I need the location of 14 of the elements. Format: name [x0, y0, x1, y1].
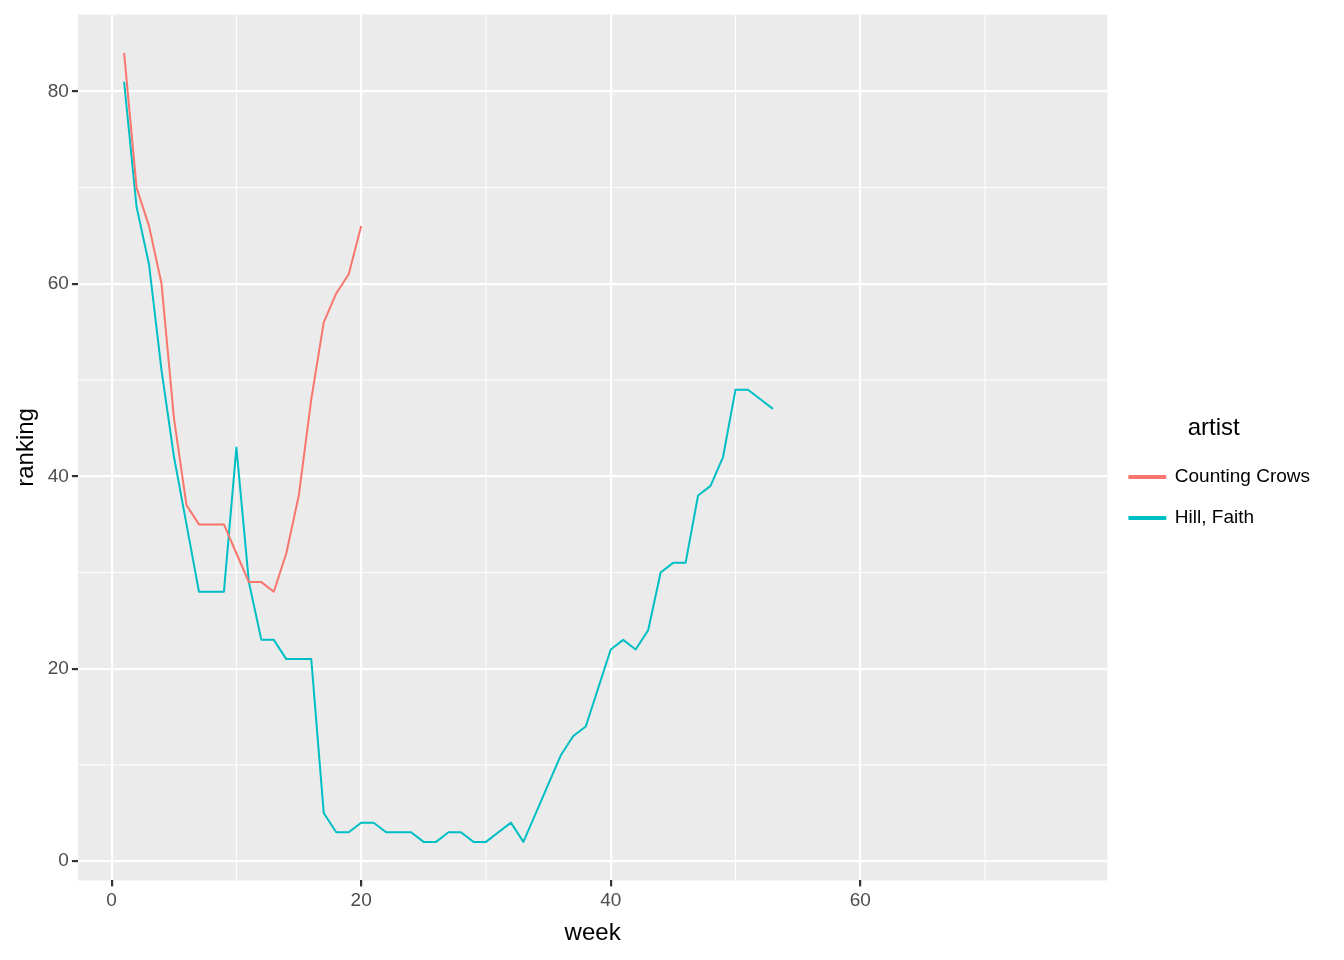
x-tick-label: 20: [350, 889, 372, 911]
y-tick-label: 20: [47, 656, 69, 678]
legend-label: Hill, Faith: [1174, 506, 1255, 528]
y-tick-label: 0: [58, 849, 69, 871]
x-tick-label: 60: [849, 889, 871, 911]
legend-label: Counting Crows: [1174, 465, 1310, 487]
legend-title: artist: [1187, 413, 1240, 441]
y-tick-label: 40: [47, 464, 69, 486]
x-tick-label: 0: [106, 889, 117, 911]
y-tick-label: 60: [47, 272, 69, 294]
y-tick-label: 80: [47, 79, 69, 101]
x-tick-label: 40: [600, 889, 622, 911]
x-axis-title: week: [563, 918, 622, 946]
y-axis-title: ranking: [11, 408, 39, 487]
